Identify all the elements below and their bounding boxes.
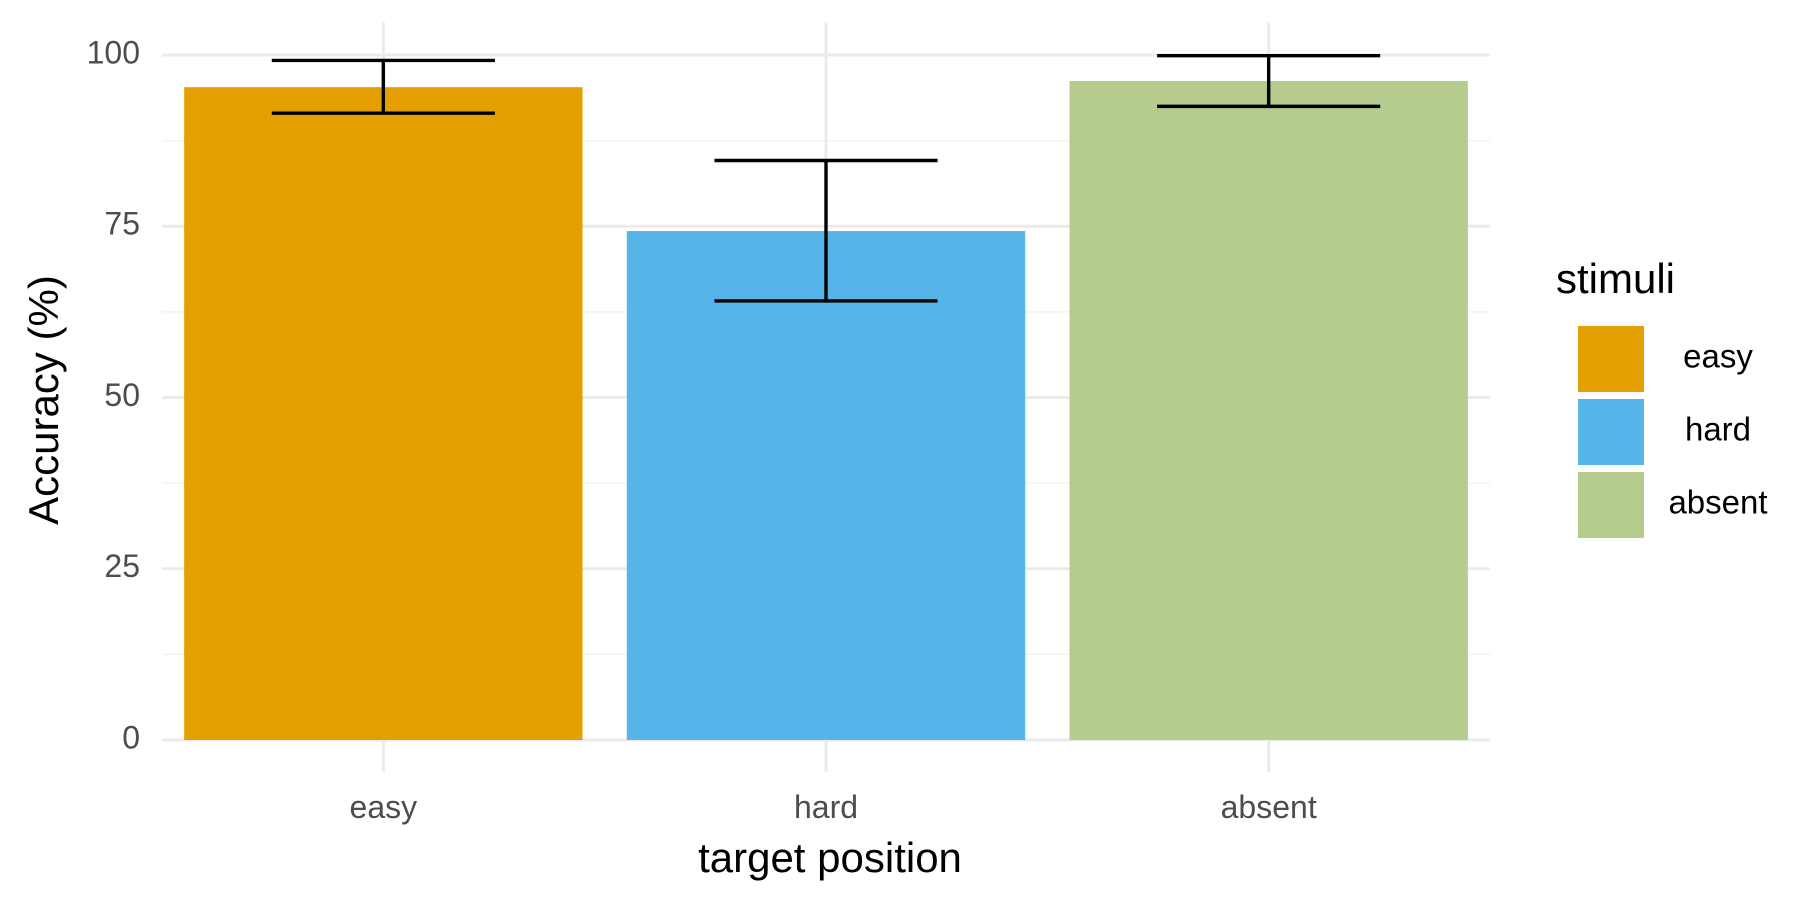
legend-label: absent bbox=[1668, 484, 1767, 521]
y-tick-label: 75 bbox=[104, 206, 140, 242]
y-tick-label: 100 bbox=[87, 34, 140, 70]
x-axis-title: target position bbox=[698, 834, 962, 881]
y-tick-label: 25 bbox=[104, 548, 140, 584]
error-bar-easy bbox=[271, 58, 495, 115]
legend-label: easy bbox=[1683, 338, 1753, 375]
x-tick-label: hard bbox=[794, 789, 858, 825]
error-bars bbox=[271, 53, 1381, 303]
legend-key bbox=[1578, 472, 1644, 538]
x-tick-label: easy bbox=[350, 789, 418, 825]
y-tick-label: 0 bbox=[122, 719, 140, 755]
bar-hard bbox=[626, 231, 1026, 741]
y-axis-title: Accuracy (%) bbox=[20, 275, 67, 525]
bars bbox=[184, 81, 1468, 741]
legend-title: stimuli bbox=[1556, 255, 1675, 302]
legend: stimuli easy hard absent bbox=[1556, 255, 1768, 538]
y-axis-tick-labels: 0 25 50 75 100 bbox=[87, 34, 140, 755]
legend-entry-easy: easy bbox=[1578, 326, 1753, 392]
legend-entry-absent: absent bbox=[1578, 472, 1768, 538]
x-axis-tick-labels: easy hard absent bbox=[350, 789, 1317, 825]
legend-label: hard bbox=[1685, 411, 1751, 448]
legend-key bbox=[1578, 399, 1644, 465]
legend-entry-hard: hard bbox=[1578, 399, 1751, 465]
x-tick-label: absent bbox=[1221, 789, 1317, 825]
y-tick-label: 50 bbox=[104, 377, 140, 413]
legend-entries: easy hard absent bbox=[1578, 326, 1768, 538]
bar-absent bbox=[1069, 81, 1468, 740]
bar-easy bbox=[184, 87, 583, 740]
error-bar-hard bbox=[714, 158, 938, 303]
legend-key bbox=[1578, 326, 1644, 392]
error-bar-absent bbox=[1157, 53, 1381, 109]
